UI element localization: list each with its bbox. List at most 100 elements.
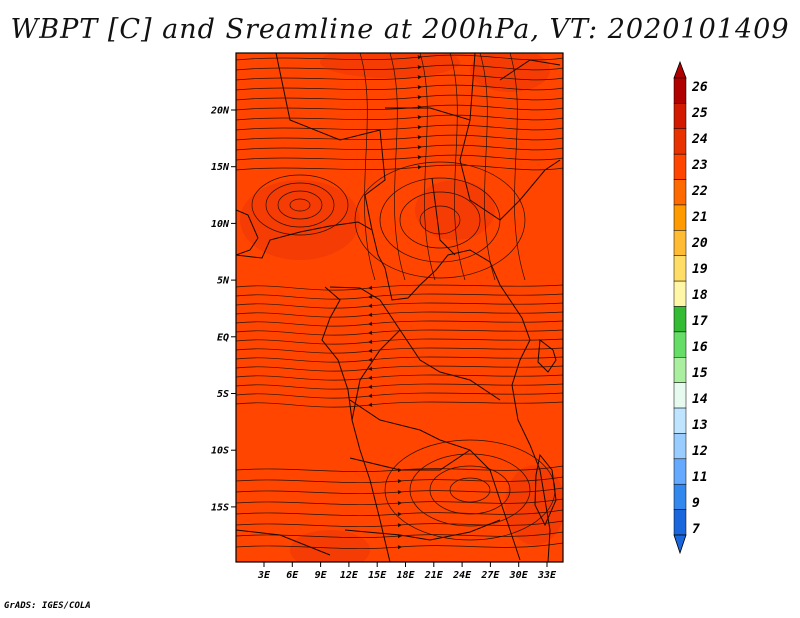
streamline xyxy=(236,84,563,91)
boundary-line xyxy=(344,519,501,541)
boundary-line xyxy=(351,329,401,421)
lon-tick-label: 18E xyxy=(396,570,415,581)
streamline-loop xyxy=(399,191,481,249)
colorbar-label: 14 xyxy=(692,392,708,407)
streamline xyxy=(236,104,563,111)
lon-tick-label: 30E xyxy=(509,570,529,581)
lat-tick-label: 15S xyxy=(211,502,229,513)
boundary-line xyxy=(537,339,557,373)
latitude-axis: 20N 15N 10N 5N EQ 5S 10S 15S xyxy=(210,106,236,513)
streamline xyxy=(236,284,563,291)
lat-tick-label: 10N xyxy=(211,219,230,230)
plot-area xyxy=(235,52,564,563)
colorbar-swatch xyxy=(673,255,687,282)
streamline xyxy=(236,320,563,327)
colorbar-swatch xyxy=(673,103,687,130)
colorbar-label: 11 xyxy=(692,470,708,485)
streamline xyxy=(236,144,563,151)
colorbar-label: 26 xyxy=(691,80,708,95)
streamline xyxy=(236,347,563,354)
wbpt-patch xyxy=(470,53,550,92)
lon-tick-label: 3E xyxy=(257,570,271,581)
boundary-line xyxy=(236,529,331,556)
colorbar-swatch xyxy=(673,433,687,460)
streamline xyxy=(236,114,563,121)
boundary-line xyxy=(329,286,501,401)
lon-tick-label: 33E xyxy=(537,570,557,581)
boundary-line xyxy=(459,119,561,221)
colorbar-label: 7 xyxy=(692,522,700,537)
streamline xyxy=(236,311,563,318)
colorbar-label: 13 xyxy=(692,418,708,433)
streamline xyxy=(236,392,563,399)
wbpt-patch xyxy=(290,530,370,562)
streamlines xyxy=(236,53,563,550)
streamline xyxy=(236,94,563,101)
colorbar-label: 21 xyxy=(691,210,708,225)
wbpt-patch xyxy=(320,53,460,78)
colorbar-swatch xyxy=(673,179,687,206)
boundary-line xyxy=(349,449,471,471)
streamline xyxy=(236,329,563,336)
boundary-line xyxy=(499,59,561,81)
boundary-line xyxy=(236,209,259,256)
colorbar-swatch xyxy=(673,382,687,409)
streamline xyxy=(236,356,563,363)
colorbar-label: 25 xyxy=(691,106,708,121)
streamline-loop xyxy=(354,161,526,279)
streamline xyxy=(236,293,563,300)
lat-tick-label: 5S xyxy=(217,389,229,400)
streamline xyxy=(449,53,466,281)
streamline xyxy=(236,338,563,345)
colorbar-swatch xyxy=(673,509,687,536)
streamline-loop xyxy=(251,174,349,236)
lon-tick-label: 6E xyxy=(286,570,299,581)
plot-frame xyxy=(235,52,564,563)
lat-tick-label: 10S xyxy=(211,446,229,457)
streamline xyxy=(236,164,563,171)
colorbar-label: 9 xyxy=(692,496,700,511)
streamline-loop xyxy=(289,198,311,212)
streamline-loop xyxy=(277,190,323,220)
streamline xyxy=(236,383,563,390)
streamline xyxy=(359,53,376,281)
streamline xyxy=(236,154,563,161)
colorbar-swatch xyxy=(673,77,687,104)
lon-tick-label: 9E xyxy=(315,570,328,581)
colorbar-swatch xyxy=(673,357,687,383)
colorbar-label: 16 xyxy=(692,340,708,355)
colorbar-swatch xyxy=(673,483,687,510)
lat-tick-label: EQ xyxy=(217,332,229,343)
country-boundaries xyxy=(236,53,561,562)
streamline-loop xyxy=(449,477,491,503)
streamline xyxy=(479,53,496,281)
colorbar-swatch xyxy=(673,306,687,333)
streamline xyxy=(236,487,563,495)
streamline xyxy=(236,365,563,372)
streamline xyxy=(236,520,563,528)
streamline xyxy=(236,74,563,81)
grads-credit: GrADS: IGES/COLA xyxy=(4,601,91,611)
wbpt-patch xyxy=(415,180,495,240)
colorbar-swatch xyxy=(673,230,687,256)
streamline xyxy=(236,498,563,506)
streamline xyxy=(236,134,563,141)
streamline xyxy=(236,531,563,539)
boundary-line xyxy=(431,177,456,256)
streamline xyxy=(236,401,563,408)
colorbar-label: 18 xyxy=(692,288,708,303)
map-title: WBPT [C] and Sreamline at 200hPa, VT: 20… xyxy=(10,14,790,45)
streamline xyxy=(236,54,563,61)
colorbar-label: 20 xyxy=(691,236,708,251)
colorbar-swatch xyxy=(673,280,687,307)
boundary-line xyxy=(321,286,391,562)
streamline xyxy=(236,64,563,71)
colorbar: 26 25 24 23 22 21 20 19 18 17 16 15 14 13 12 11 9 7 xyxy=(673,60,708,555)
lon-tick-label: 15E xyxy=(368,570,387,581)
colorbar-swatch xyxy=(673,128,687,155)
lon-tick-label: 27E xyxy=(480,570,500,581)
streamline xyxy=(236,124,563,131)
lon-tick-label: 24E xyxy=(452,570,472,581)
colorbar-swatch xyxy=(673,458,687,485)
lat-tick-label: 15N xyxy=(211,162,230,173)
